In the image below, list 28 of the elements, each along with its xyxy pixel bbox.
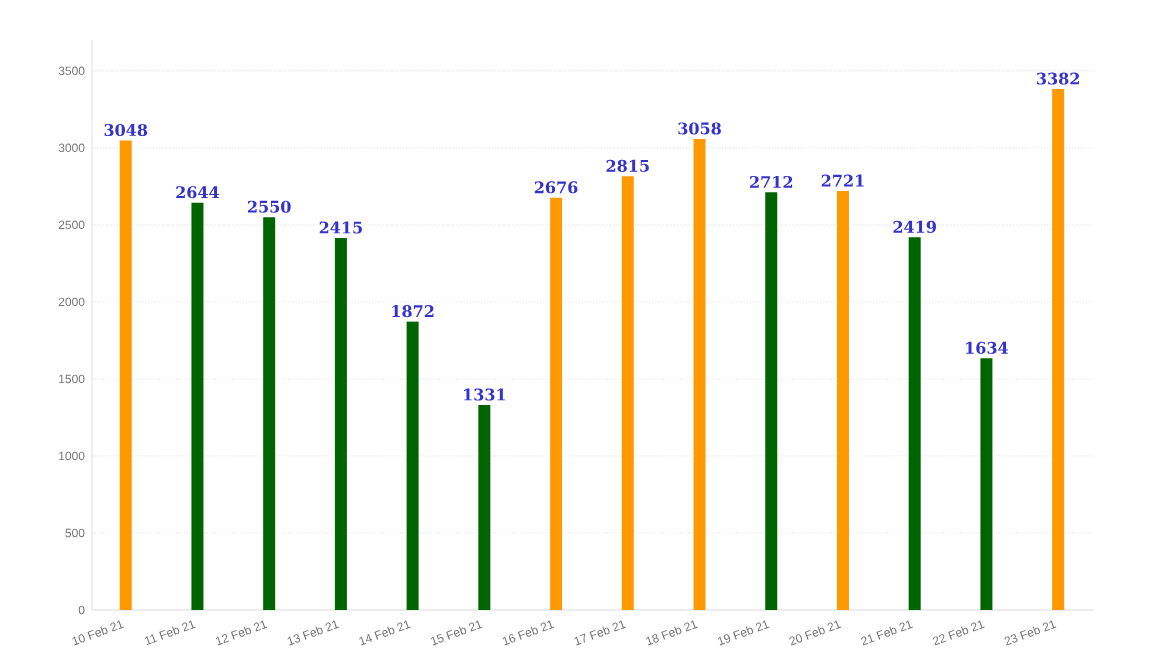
bar (119, 140, 132, 610)
bar (406, 321, 419, 610)
data-label: 2644 (176, 186, 220, 199)
data-label: 2712 (750, 175, 793, 188)
data-label: 1872 (392, 305, 434, 318)
bar (980, 358, 993, 610)
data-label: 2415 (319, 221, 362, 234)
data-label: 1331 (464, 388, 506, 401)
bar (334, 237, 347, 610)
data-label: 3048 (104, 123, 148, 137)
bar (765, 192, 778, 610)
bar (263, 217, 276, 610)
bar (1052, 89, 1065, 610)
data-label: 2419 (893, 220, 936, 233)
bar (693, 138, 706, 610)
data-label: 3382 (1037, 72, 1079, 85)
data-label: 3058 (678, 122, 721, 135)
data-label: 2676 (534, 181, 578, 194)
bar (478, 404, 491, 610)
bar (908, 237, 921, 610)
data-label: 1634 (966, 341, 1009, 354)
data-label: 2721 (821, 174, 864, 187)
bar (191, 202, 204, 610)
bar (621, 176, 634, 610)
data-label: 2815 (606, 159, 649, 172)
bar (550, 197, 563, 610)
bar (836, 190, 849, 610)
data-label: 2550 (247, 200, 291, 213)
